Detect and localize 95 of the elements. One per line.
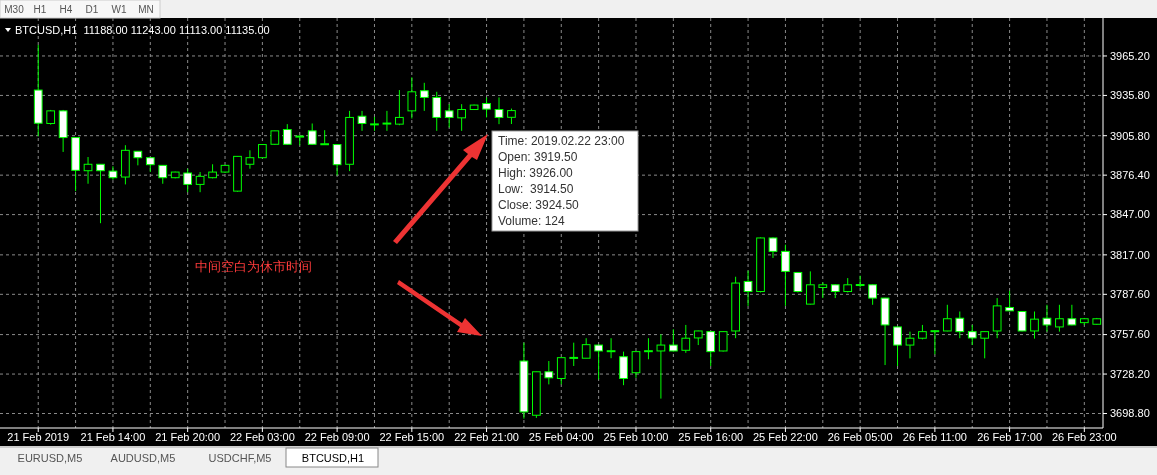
y-tick-label: 3905.80 <box>1110 129 1150 142</box>
annotation: Volume: 124 <box>498 214 566 228</box>
x-tick-label: 21 Feb 14:00 <box>80 431 146 443</box>
candlestick <box>282 123 292 146</box>
candlestick <box>681 324 691 354</box>
candlestick <box>668 328 678 352</box>
text: USDCHF,M5 <box>208 452 272 464</box>
candlestick <box>631 351 641 379</box>
candlestick <box>569 342 579 367</box>
candlestick <box>1042 304 1052 333</box>
candlestick <box>419 82 429 112</box>
candlestick <box>307 122 317 146</box>
x-tick-label: 25 Feb 22:00 <box>753 431 818 443</box>
y-tick-label: 3698.80 <box>1110 407 1150 420</box>
text: H1 <box>33 4 47 15</box>
candlestick <box>930 329 940 355</box>
candlestick <box>494 96 504 125</box>
candlestick <box>644 337 653 360</box>
text: MN <box>138 4 154 15</box>
candlestick <box>743 270 753 307</box>
candlestick <box>357 110 367 132</box>
chart-title: BTCUSD,H1 11188.00 11243.00 11113.00 11135.00 <box>15 24 270 36</box>
x-tick-label: 25 Feb 16:00 <box>678 431 744 443</box>
y-tick-label: 3817.00 <box>1110 248 1150 261</box>
candlestick <box>158 164 168 185</box>
candlestick <box>868 283 877 306</box>
text: W1 <box>111 4 127 15</box>
candlestick <box>195 171 205 193</box>
candlestick <box>332 144 342 176</box>
annotation: Low: 3914.50 <box>498 182 574 196</box>
candlestick <box>594 344 603 380</box>
y-tick-label: 3728.20 <box>1110 367 1150 380</box>
x-tick-label: 21 Feb 2019 <box>7 431 70 443</box>
y-tick-label: 3935.80 <box>1110 89 1150 102</box>
candlestick <box>905 331 915 359</box>
x-tick-label: 22 Feb 21:00 <box>454 431 519 443</box>
candlestick <box>432 91 442 132</box>
candlestick <box>1017 310 1027 332</box>
candlestick <box>556 357 566 385</box>
candlestick <box>606 337 616 359</box>
x-tick-label: 25 Feb 10:00 <box>603 431 669 443</box>
candlestick <box>1030 311 1039 340</box>
text: M30 <box>4 4 25 15</box>
x-tick-label: 26 Feb 23:00 <box>1051 431 1117 443</box>
x-tick-label: 22 Feb 15:00 <box>379 431 445 443</box>
candlestick <box>768 236 778 259</box>
candlestick <box>133 150 143 166</box>
candlestick <box>444 103 454 128</box>
annotation: 中间空白为休市时间 <box>195 259 312 274</box>
candlestick <box>108 165 118 181</box>
candlestick <box>656 333 666 400</box>
x-tick-label: 21 Feb 20:00 <box>155 431 221 443</box>
text: AUDUSD,M5 <box>110 452 176 464</box>
text: H4 <box>59 4 73 15</box>
candlestick <box>967 324 977 346</box>
candlestick <box>457 103 467 132</box>
candlestick <box>482 96 491 118</box>
candlestick <box>718 330 728 352</box>
x-tick-label: 22 Feb 03:00 <box>229 431 295 443</box>
candlestick <box>942 304 952 332</box>
candlestick <box>706 330 716 367</box>
x-tick-label: 25 Feb 04:00 <box>528 431 594 443</box>
annotation: High: 3926.00 <box>498 166 574 180</box>
text: D1 <box>85 4 99 15</box>
text: BTCUSD,H1 <box>301 452 365 464</box>
text: EURUSD,M5 <box>17 452 83 464</box>
y-tick-label: 3876.40 <box>1110 169 1150 181</box>
candlestick <box>581 337 591 359</box>
candlestick <box>955 311 965 339</box>
candlestick <box>407 76 417 120</box>
candlestick <box>183 168 193 193</box>
annotation: Close: 3924.50 <box>498 198 580 212</box>
candlestick <box>83 156 93 185</box>
candlestick <box>96 163 105 224</box>
annotation: Open: 3919.50 <box>498 150 578 164</box>
candlestick <box>805 270 815 306</box>
x-tick-label: 26 Feb 17:00 <box>977 431 1043 443</box>
candlestick <box>781 244 790 307</box>
candlestick <box>245 149 255 170</box>
y-tick-label: 3965.20 <box>1110 49 1150 62</box>
y-tick-label: 3757.60 <box>1110 328 1150 341</box>
x-tick-label: 22 Feb 09:00 <box>304 431 370 443</box>
candlestick <box>395 89 404 126</box>
candlestick <box>544 360 554 385</box>
candlestick <box>1055 304 1064 333</box>
candlestick <box>619 351 628 386</box>
y-tick-label: 3847.00 <box>1110 208 1150 221</box>
candlestick <box>1067 304 1077 326</box>
candlestick <box>980 330 990 359</box>
x-tick-label: 26 Feb 11:00 <box>902 431 967 443</box>
candlestick <box>382 110 392 132</box>
x-tick-label: 26 Feb 05:00 <box>827 431 893 443</box>
annotation: Time: 2019.02.22 23:00 <box>498 134 625 148</box>
candlestick <box>893 326 902 367</box>
y-tick-label: 3787.60 <box>1110 288 1150 301</box>
